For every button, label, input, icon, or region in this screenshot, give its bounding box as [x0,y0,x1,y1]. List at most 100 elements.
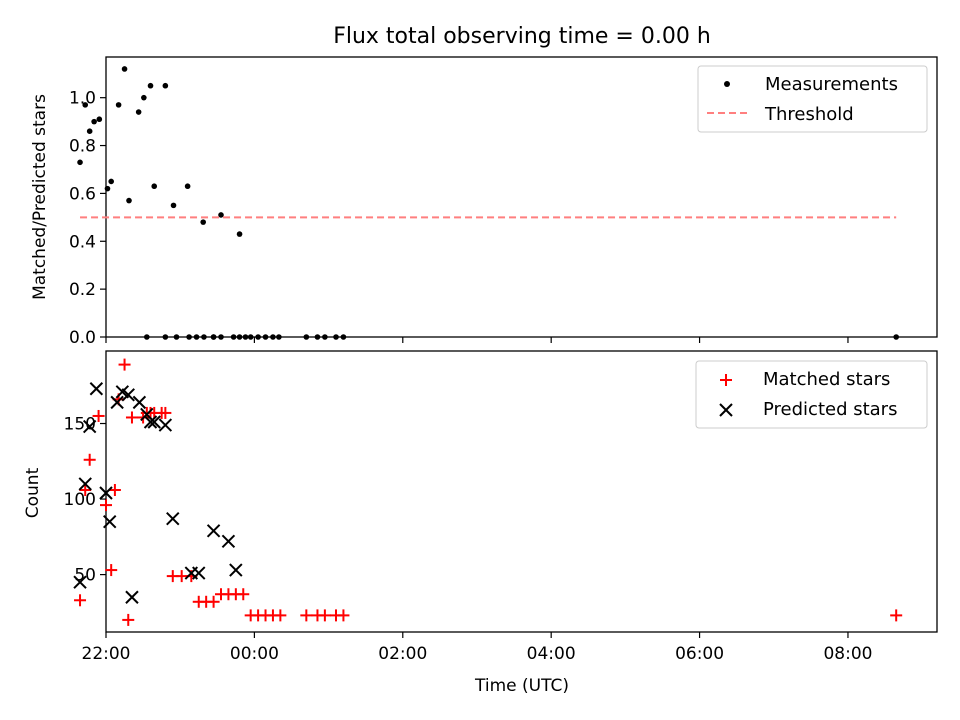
matched-stars-point [300,609,313,622]
predicted-stars-point [221,534,236,549]
matched-stars-point [890,609,903,622]
measurements-point [236,334,243,340]
ratio-panel: 0.0 0.2 0.4 0.6 0.8 1.0 Matched/Predicted sta… [30,56,938,348]
counts-x-tick-label: 06:00 [675,644,724,664]
matched-stars-point [118,358,131,371]
predicted-stars-point [229,563,243,577]
measurements-point [262,334,269,340]
matched-stars-point [207,595,220,608]
matched-stars-point [108,483,121,496]
matched-legend-marker [720,374,732,386]
predicted-stars-point [78,477,92,491]
measurements-legend-label: Measurements [765,74,898,95]
counts-panel: 50 100 150 22:00 00:00 02:00 04:00 06:00 08:00 C… [23,350,938,664]
measurements-point [247,334,254,340]
measurements-point [141,94,147,101]
predicted-stars-point [147,415,161,429]
measurements-point [303,334,310,340]
counts-y-tick-label: 100 [64,490,96,510]
measurements-point [91,118,97,125]
matched-stars-point [274,609,287,622]
ratio-legend-box [697,65,928,133]
measurements-point [340,334,347,340]
measurements-point [77,159,83,166]
matched-stars-point [318,609,331,622]
ratio-axes: 0.0 0.2 0.4 0.6 0.8 1.0 [69,89,849,348]
ratio-y-tick-label: 1.0 [69,89,96,109]
measurements-point [276,334,282,340]
matched-legend-label: Matched stars [763,369,890,390]
figure-title: Flux total observing time = 0.00 h [333,24,711,49]
measurements-point [255,334,261,340]
ratio-y-tick-label: 0.2 [69,280,96,300]
counts-y-tick-label: 150 [64,415,96,435]
measurements-point [126,197,132,204]
measurements-point [333,334,339,340]
measurements-point [144,334,150,340]
measurements-point [270,334,276,340]
predicted-stars-point [125,590,139,604]
measurements-point [236,231,243,237]
ratio-y-tick-label: 0.8 [69,137,96,157]
measurements-point [218,334,224,340]
predicted-stars-point [206,524,221,538]
measurements-point [121,66,128,72]
measurements-point [170,202,177,209]
counts-data-layer [73,358,903,626]
measurements-point [893,334,899,340]
measurements-point [162,82,169,89]
measurements-point [104,185,111,192]
predicted-stars-point [132,395,147,410]
ratio-y-axis-label: Matched/Predicted stars [30,94,50,300]
measurements-point [210,334,217,340]
counts-legend-box [695,360,928,429]
measurements-point [322,334,328,340]
measurements-point [200,219,206,225]
predicted-stars-point [99,486,113,500]
predicted-stars-point [158,418,173,432]
predicted-stars-point [82,419,97,434]
predicted-stars-point [103,515,117,529]
predicted-stars-point [143,415,158,429]
counts-x-tick-label: 22:00 [82,644,131,664]
measurements-point [151,183,158,190]
x-axis-label: Time (UTC) [474,676,569,696]
measurements-point [82,102,89,108]
predicted-stars-point [121,388,135,402]
measurements-point [218,212,224,218]
matched-stars-point [125,411,138,424]
counts-y-tick-label: 50 [74,566,96,586]
matched-stars-point [79,483,92,496]
counts-x-tick-label: 08:00 [823,644,872,664]
matched-stars-point [100,499,112,512]
predicted-stars-point [166,511,180,526]
measurements-point [173,334,180,340]
measurements-point [186,334,192,340]
predicted-stars-point [73,575,87,589]
measurements-point [314,334,321,340]
measurements-point [242,334,249,340]
counts-x-tick-label: 00:00 [230,644,279,664]
ratio-y-tick-label: 0.6 [69,184,96,204]
measurements-point [86,128,93,134]
measurements-point [108,178,114,185]
measurements-point [193,334,200,340]
matched-stars-point [337,609,350,622]
ratio-y-tick-label: 0.4 [69,232,96,252]
matched-stars-point [83,453,96,466]
matched-stars-point [122,613,135,626]
matched-stars-point [159,406,172,419]
matched-stars-point [74,594,87,607]
measurements-legend-marker [724,81,730,87]
measurements-point [201,334,207,340]
measurements-point [135,109,142,115]
threshold-legend-label: Threshold [764,104,854,125]
counts-axes: 50 100 150 22:00 00:00 02:00 04:00 06:00 08:00 [64,415,873,664]
matched-stars-point [105,564,118,577]
predicted-legend-label: Predicted stars [763,399,897,420]
ratio-y-tick-label: 0.0 [69,328,96,348]
counts-legend: Matched stars Predicted stars [695,360,928,429]
predicted-legend-marker [719,403,733,417]
measurements-point [115,102,122,108]
